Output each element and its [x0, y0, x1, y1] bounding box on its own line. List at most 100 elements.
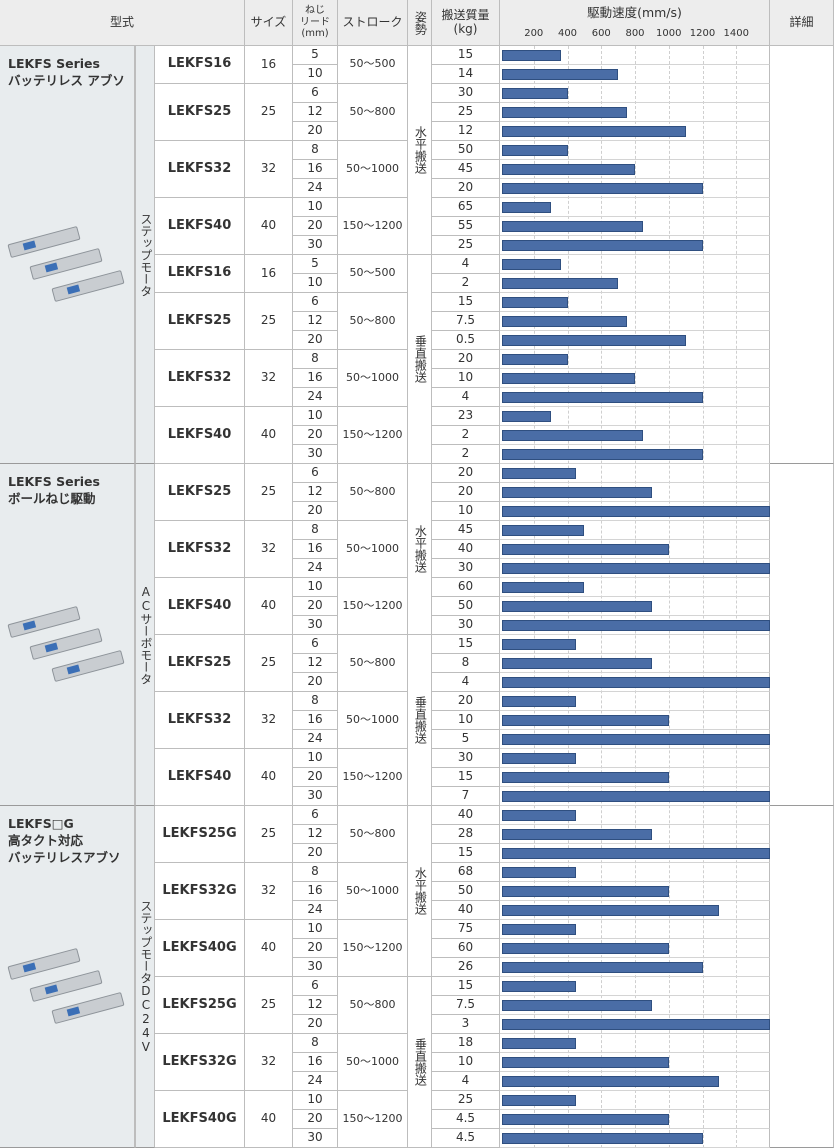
speed-bar	[502, 525, 585, 536]
x-tick-label: 400	[557, 28, 578, 39]
chart-cell	[500, 920, 770, 939]
chart-cell	[500, 65, 770, 84]
speed-bar	[502, 924, 576, 935]
lead-cell: 12	[293, 654, 338, 673]
lead-cell: 30	[293, 616, 338, 635]
stroke-cell: 50～1000	[338, 863, 408, 920]
grid-line	[601, 46, 603, 1148]
payload-cell: 23	[432, 407, 500, 426]
product-image	[7, 947, 81, 981]
chart-cell	[500, 84, 770, 103]
speed-bar	[502, 715, 669, 726]
lead-cell: 30	[293, 1129, 338, 1148]
stroke-cell: 50～1000	[338, 350, 408, 407]
lead-cell: 12	[293, 825, 338, 844]
product-image-accent	[66, 284, 81, 295]
speed-bar	[502, 1000, 652, 1011]
motor-cell: ステップモータ	[135, 46, 155, 464]
lead-cell: 10	[293, 407, 338, 426]
chart-cell	[500, 540, 770, 559]
payload-cell: 2	[432, 426, 500, 445]
model-cell: LEKFS25G	[155, 806, 245, 863]
size-cell: 25	[245, 84, 293, 141]
x-tick-label: 200	[524, 28, 544, 39]
header-detail: 詳細	[770, 0, 834, 46]
size-cell: 25	[245, 293, 293, 350]
stroke-cell: 150～1200	[338, 198, 408, 255]
lead-cell: 8	[293, 692, 338, 711]
payload-cell: 50	[432, 882, 500, 901]
lead-cell: 20	[293, 597, 338, 616]
lead-cell: 6	[293, 977, 338, 996]
speed-bar	[502, 1114, 669, 1125]
grid-line	[635, 46, 636, 1148]
lead-cell: 10	[293, 920, 338, 939]
speed-bar	[502, 1019, 770, 1030]
stroke-cell: 50～800	[338, 464, 408, 521]
speed-bar	[502, 107, 627, 118]
payload-cell: 20	[432, 692, 500, 711]
speed-bar	[502, 810, 576, 821]
chart-cell	[500, 255, 770, 274]
payload-cell: 4	[432, 388, 500, 407]
lead-cell: 10	[293, 578, 338, 597]
product-image	[51, 649, 125, 683]
speed-bar	[502, 829, 652, 840]
product-image-accent	[66, 1006, 81, 1017]
speed-bar	[502, 449, 703, 460]
x-tick-label: 600	[591, 28, 611, 39]
chart-cell	[500, 122, 770, 141]
detail-cell	[770, 46, 834, 464]
speed-bar	[502, 696, 576, 707]
model-cell: LEKFS40	[155, 198, 245, 255]
header-payload: 搬送質量 (kg)	[432, 0, 500, 46]
model-cell: LEKFS25	[155, 84, 245, 141]
speed-bar	[502, 791, 770, 802]
speed-bar	[502, 373, 635, 384]
product-image-accent	[44, 984, 59, 995]
lead-cell: 8	[293, 521, 338, 540]
lead-cell: 6	[293, 806, 338, 825]
payload-cell: 25	[432, 1091, 500, 1110]
model-cell: LEKFS32	[155, 141, 245, 198]
lead-cell: 8	[293, 350, 338, 369]
chart-cell	[500, 939, 770, 958]
stroke-cell: 150～1200	[338, 749, 408, 806]
lead-cell: 16	[293, 369, 338, 388]
orientation-cell: 水平搬送	[408, 46, 432, 255]
payload-cell: 15	[432, 46, 500, 65]
chart-cell	[500, 483, 770, 502]
stroke-cell: 50～500	[338, 255, 408, 293]
payload-cell: 20	[432, 483, 500, 502]
payload-cell: 26	[432, 958, 500, 977]
lead-cell: 20	[293, 673, 338, 692]
chart-cell	[500, 217, 770, 236]
chart-cell	[500, 635, 770, 654]
speed-bar	[502, 563, 770, 574]
group-name-line: LEKFS Series	[8, 474, 100, 489]
speed-bar	[502, 677, 770, 688]
stroke-cell: 150～1200	[338, 407, 408, 464]
speed-bar	[502, 240, 703, 251]
payload-cell: 15	[432, 635, 500, 654]
chart-cell	[500, 407, 770, 426]
chart-cell	[500, 46, 770, 65]
size-cell: 32	[245, 521, 293, 578]
lead-cell: 12	[293, 103, 338, 122]
lead-cell: 12	[293, 996, 338, 1015]
payload-cell: 15	[432, 844, 500, 863]
payload-cell: 75	[432, 920, 500, 939]
lead-cell: 30	[293, 787, 338, 806]
header-speed: 駆動速度(mm/s) 200 400 600 800 1000 1200 1400	[500, 0, 770, 46]
product-image	[51, 269, 125, 303]
chart-cell	[500, 293, 770, 312]
chart-cell	[500, 863, 770, 882]
speed-bar	[502, 411, 551, 422]
payload-cell: 20	[432, 350, 500, 369]
size-cell: 32	[245, 692, 293, 749]
chart-cell	[500, 312, 770, 331]
speed-bar	[502, 392, 703, 403]
speed-bar	[502, 734, 770, 745]
lead-cell: 10	[293, 198, 338, 217]
detail-cell	[770, 464, 834, 806]
